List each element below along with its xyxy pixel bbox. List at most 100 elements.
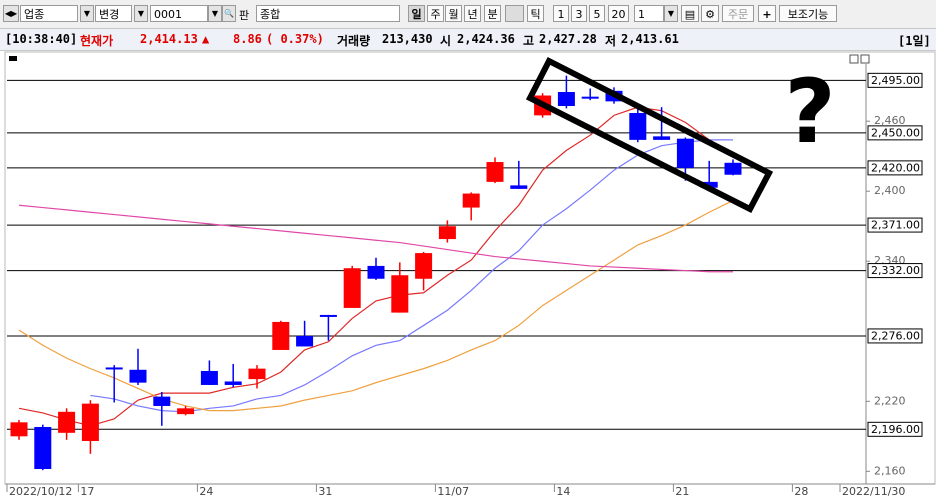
chart-marker: [9, 56, 17, 61]
dropdown[interactable]: ▼: [80, 5, 94, 22]
search-button[interactable]: 🔍: [222, 5, 236, 22]
dropdown[interactable]: ▼: [664, 5, 678, 22]
moving-average: [18, 204, 733, 273]
open: 2,424.36: [457, 32, 515, 46]
candle-body: [605, 90, 623, 102]
price-level-label: 2,420.00: [871, 161, 920, 174]
interval-button[interactable]: 1: [553, 5, 569, 22]
candle-body: [367, 265, 385, 279]
price: 2,414.13: [140, 32, 198, 46]
interval-button[interactable]: 3: [571, 5, 587, 22]
candle-body: [700, 181, 718, 188]
low: 2,413.61: [621, 32, 679, 46]
icon-button[interactable]: ▤: [681, 5, 699, 22]
x-tick-label: 17: [80, 485, 94, 498]
candle-body: [486, 162, 504, 182]
candle-body: [676, 138, 694, 168]
count-input[interactable]: 1: [634, 5, 664, 22]
indicators-button[interactable]: 보조기능: [779, 5, 837, 22]
x-tick-label: 2022/10/12: [9, 485, 72, 498]
window-button: [849, 54, 859, 64]
x-tick-label: 11/07: [437, 485, 469, 498]
moving-average: [90, 139, 733, 413]
candle-body: [248, 368, 266, 380]
price-label: 현재가: [80, 34, 114, 48]
candle-body: [724, 162, 742, 175]
market-select[interactable]: 업종: [20, 5, 78, 22]
y-tick-label: 2,220: [874, 394, 906, 407]
time: [10:38:40]: [5, 32, 78, 46]
name-field[interactable]: 종합: [256, 5, 400, 22]
candle-body: [177, 408, 195, 415]
code-input[interactable]: 0001: [150, 5, 208, 22]
highlight-box: [525, 56, 774, 214]
period-button[interactable]: 년: [464, 5, 481, 22]
candle-body: [343, 268, 361, 308]
interval-button[interactable]: 20: [608, 5, 629, 22]
candle-body: [296, 335, 314, 347]
candle-body: [10, 422, 28, 437]
price-level-box: [867, 421, 923, 437]
chart-frame: [4, 51, 936, 485]
x-tick-label: 2022/11/30: [842, 485, 905, 498]
candle-body: [438, 226, 456, 240]
y-tick-label: 2,340: [874, 254, 906, 267]
high-label: 고: [523, 34, 535, 48]
candle-body: [462, 193, 480, 208]
change-select[interactable]: 변경: [95, 5, 132, 22]
candle-body: [129, 369, 147, 383]
candle-body: [105, 367, 123, 370]
price-level-box: [867, 72, 923, 88]
candle-body: [510, 185, 528, 189]
period-button[interactable]: 일: [408, 5, 425, 22]
volume-label: 거래량: [337, 34, 371, 48]
moving-average: [18, 106, 734, 427]
price-level-label: 2,276.00: [871, 329, 920, 342]
x-tick-label: 14: [556, 485, 570, 498]
order-button[interactable]: 주문: [722, 5, 754, 22]
x-tick-label: 31: [318, 485, 332, 498]
period-button[interactable]: 주: [427, 5, 444, 22]
arrow: ▲: [202, 32, 210, 46]
x-tick-label: 21: [675, 485, 689, 498]
dropdown[interactable]: ▼: [208, 5, 222, 22]
price-level-box: [867, 217, 923, 233]
candle-body: [391, 275, 409, 313]
low-label: 저: [605, 34, 617, 48]
period-button[interactable]: 월: [445, 5, 462, 22]
candle-body: [653, 136, 671, 140]
open-label: 시: [440, 34, 452, 48]
volume: 213,430: [382, 32, 433, 46]
candle-body: [272, 321, 290, 350]
disabled-button: [505, 5, 524, 22]
interval-button[interactable]: 5: [589, 5, 605, 22]
period-button[interactable]: 틱: [527, 5, 544, 22]
nav-button[interactable]: ◀▶: [3, 5, 19, 22]
period-button[interactable]: 분: [484, 5, 501, 22]
candle-body: [200, 370, 218, 385]
x-tick-label: 24: [199, 485, 213, 498]
candle-body: [58, 411, 76, 433]
candle-body: [81, 403, 99, 441]
price-level-label: 2,196.00: [871, 423, 920, 436]
y-tick-label: 2,460: [874, 114, 906, 127]
price-level-label: 2,371.00: [871, 219, 920, 232]
add-button[interactable]: +: [758, 5, 776, 22]
y-tick-label: 2,400: [874, 184, 906, 197]
dropdown[interactable]: ▼: [134, 5, 148, 22]
price-level-box: [867, 263, 923, 279]
x-tick-label: 28: [794, 485, 808, 498]
candle-body: [153, 396, 171, 406]
y-tick-label: 2,160: [874, 464, 906, 477]
price-level-box: [867, 160, 923, 176]
price-level-box: [867, 125, 923, 141]
price-level-box: [867, 328, 923, 344]
candle-body: [415, 253, 433, 279]
price-level-label: 2,332.00: [871, 264, 920, 277]
settings-button[interactable]: ⚙: [701, 5, 719, 22]
candle-body: [319, 314, 337, 317]
board-label: 판: [239, 9, 250, 22]
